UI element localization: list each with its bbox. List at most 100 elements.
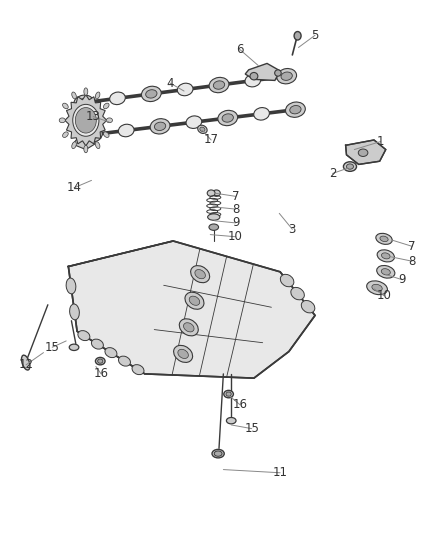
Ellipse shape (132, 365, 144, 375)
Ellipse shape (173, 345, 193, 362)
Ellipse shape (377, 265, 395, 278)
Ellipse shape (84, 88, 88, 95)
Ellipse shape (381, 253, 390, 259)
Ellipse shape (184, 322, 194, 332)
Ellipse shape (214, 451, 222, 456)
Text: 10: 10 (228, 230, 243, 243)
Ellipse shape (381, 269, 390, 275)
Ellipse shape (92, 339, 103, 349)
Ellipse shape (105, 348, 117, 358)
Ellipse shape (59, 118, 65, 123)
Ellipse shape (245, 74, 261, 87)
Ellipse shape (275, 70, 281, 76)
Ellipse shape (179, 319, 198, 336)
Ellipse shape (186, 116, 202, 128)
Ellipse shape (301, 301, 315, 313)
Text: 7: 7 (408, 240, 416, 253)
Text: 16: 16 (233, 398, 247, 411)
Ellipse shape (21, 355, 30, 370)
Ellipse shape (87, 131, 98, 139)
Ellipse shape (78, 99, 89, 107)
Ellipse shape (146, 90, 157, 98)
Ellipse shape (66, 278, 76, 294)
Ellipse shape (290, 106, 301, 114)
Polygon shape (346, 140, 386, 165)
Ellipse shape (367, 281, 388, 295)
Text: 1: 1 (377, 135, 384, 148)
Text: 4: 4 (166, 77, 174, 90)
Ellipse shape (185, 292, 204, 309)
Ellipse shape (98, 359, 103, 364)
Text: 14: 14 (67, 181, 81, 195)
Text: 8: 8 (408, 255, 416, 268)
Ellipse shape (209, 77, 229, 93)
Polygon shape (245, 63, 280, 80)
Ellipse shape (141, 86, 161, 102)
Ellipse shape (377, 250, 395, 262)
Ellipse shape (155, 122, 166, 131)
Ellipse shape (218, 110, 238, 126)
Ellipse shape (281, 72, 292, 80)
Ellipse shape (286, 102, 305, 117)
Ellipse shape (209, 224, 219, 230)
Ellipse shape (69, 344, 79, 351)
Ellipse shape (177, 83, 193, 96)
Text: 11: 11 (272, 466, 288, 479)
Ellipse shape (372, 284, 382, 291)
Ellipse shape (254, 108, 269, 120)
Ellipse shape (224, 390, 233, 398)
Ellipse shape (212, 449, 224, 458)
Ellipse shape (103, 132, 109, 138)
Ellipse shape (213, 81, 225, 89)
Text: 10: 10 (377, 289, 392, 302)
Text: 6: 6 (236, 43, 244, 56)
Ellipse shape (222, 114, 233, 122)
Ellipse shape (280, 274, 294, 287)
Text: 7: 7 (232, 190, 239, 203)
Text: 9: 9 (232, 216, 239, 229)
Text: 15: 15 (45, 341, 60, 354)
Ellipse shape (189, 296, 200, 305)
Text: 8: 8 (232, 203, 239, 215)
Text: 15: 15 (244, 422, 259, 435)
Ellipse shape (74, 95, 94, 110)
Ellipse shape (106, 118, 113, 123)
Ellipse shape (277, 69, 297, 84)
Polygon shape (73, 136, 95, 150)
Ellipse shape (208, 214, 220, 220)
Ellipse shape (212, 190, 220, 196)
Polygon shape (65, 95, 107, 146)
Ellipse shape (78, 330, 90, 341)
Ellipse shape (70, 304, 79, 320)
Polygon shape (68, 241, 315, 378)
Ellipse shape (346, 164, 353, 169)
Ellipse shape (95, 358, 105, 365)
Ellipse shape (250, 72, 258, 80)
Text: 9: 9 (399, 273, 406, 286)
Ellipse shape (103, 103, 109, 109)
Ellipse shape (150, 119, 170, 134)
Text: 17: 17 (204, 133, 219, 147)
Ellipse shape (358, 149, 368, 157)
Text: 2: 2 (329, 167, 336, 180)
Ellipse shape (110, 92, 125, 104)
Ellipse shape (207, 190, 215, 196)
Ellipse shape (75, 108, 96, 133)
Ellipse shape (82, 127, 102, 142)
Text: 12: 12 (18, 358, 34, 372)
Ellipse shape (84, 146, 88, 153)
Ellipse shape (63, 103, 68, 109)
Ellipse shape (73, 104, 99, 136)
Ellipse shape (178, 349, 188, 359)
Ellipse shape (200, 127, 205, 132)
Text: 13: 13 (86, 110, 101, 123)
Ellipse shape (226, 392, 231, 396)
Ellipse shape (380, 236, 388, 241)
Ellipse shape (343, 162, 357, 171)
Ellipse shape (118, 124, 134, 137)
Ellipse shape (95, 92, 100, 99)
Ellipse shape (72, 142, 76, 149)
Ellipse shape (226, 417, 236, 424)
Ellipse shape (294, 31, 301, 40)
Ellipse shape (376, 233, 392, 244)
